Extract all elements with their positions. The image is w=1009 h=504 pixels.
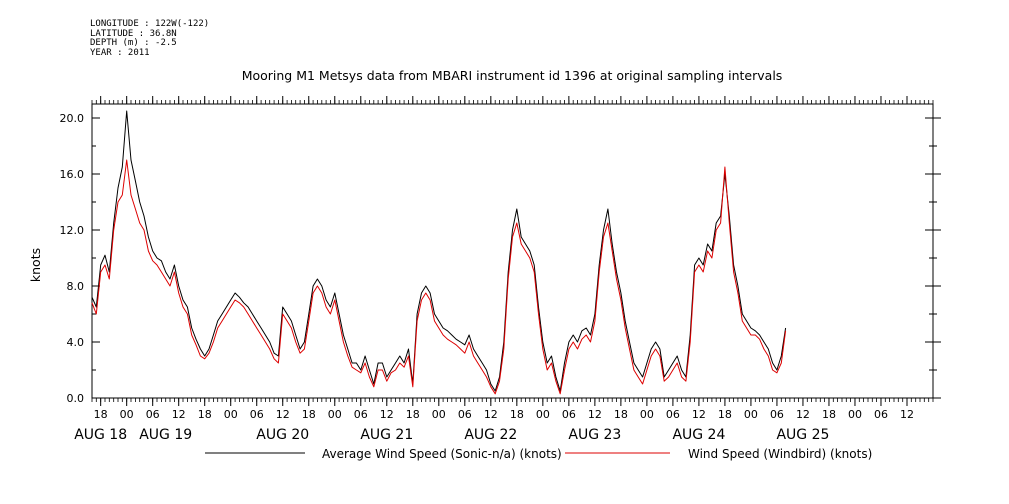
x-tick-label: 18: [406, 408, 420, 421]
x-day-label: AUG 25: [776, 427, 829, 443]
x-axis: 18 00 06 12 18 00 06 12 18 00 06 12 18 00 06 12 18 00 06 12…: [74, 96, 914, 443]
legend-label-2: Wind Speed (Windbird) (knots): [688, 447, 872, 461]
x-tick-label: 00: [640, 408, 654, 421]
y-axis-label: knots: [28, 248, 43, 282]
x-tick-label: 12: [276, 408, 290, 421]
x-tick-label: 18: [718, 408, 732, 421]
legend-label-1: Average Wind Speed (Sonic-n/a) (knots): [322, 447, 562, 461]
y-axis: 0.0 4.0 8.0 12.0 16.0 20.0: [60, 112, 941, 405]
x-tick-label: 18: [302, 408, 316, 421]
legend: Average Wind Speed (Sonic-n/a) (knots) Wi…: [205, 447, 872, 461]
hour-tick-marks: [91, 100, 934, 402]
x-tick-label: 00: [120, 408, 134, 421]
x-tick-label: 06: [770, 408, 784, 421]
minor-ticks: [91, 100, 934, 402]
latitude-text: LATITUDE : 36.8N: [90, 28, 177, 39]
x-tick-label: 12: [900, 408, 914, 421]
longitude-text: LONGITUDE : 122W(-122): [90, 19, 210, 29]
x-tick-label: 00: [744, 408, 758, 421]
x-tick-label: 06: [562, 408, 576, 421]
plot-frame: [91, 103, 934, 399]
x-tick-label: 06: [354, 408, 368, 421]
x-day-label: AUG 19: [139, 427, 192, 443]
x-tick-label: 00: [224, 408, 238, 421]
year-text: YEAR : 2011: [90, 47, 150, 58]
x-tick-label: 12: [172, 408, 186, 421]
x-tick-label: 12: [692, 408, 706, 421]
mooring-metadata: LONGITUDE : 122W(-122) LATITUDE : 36.8N …: [90, 19, 210, 58]
x-tick-label: 12: [484, 408, 498, 421]
chart-title: Mooring M1 Metsys data from MBARI instru…: [242, 68, 783, 83]
x-tick-label: 12: [380, 408, 394, 421]
x-day-label: AUG 18: [74, 427, 127, 443]
x-tick-label: 18: [614, 408, 628, 421]
series-layer: [91, 110, 787, 395]
x-day-label: AUG 22: [464, 427, 517, 443]
x-day-label: AUG 21: [360, 427, 413, 443]
x-tick-label: 12: [796, 408, 810, 421]
y-tick-label: 20.0: [60, 112, 85, 125]
x-tick-label: 00: [848, 408, 862, 421]
x-tick-label: 00: [328, 408, 342, 421]
x-tick-label: 18: [198, 408, 212, 421]
x-tick-label: 06: [874, 408, 888, 421]
x-tick-label: 00: [536, 408, 550, 421]
x-tick-label: 12: [588, 408, 602, 421]
y-tick-label: 16.0: [60, 168, 85, 181]
x-day-label: AUG 23: [568, 427, 621, 443]
x-tick-label: 00: [432, 408, 446, 421]
x-tick-label: 06: [458, 408, 472, 421]
x-tick-label: 18: [510, 408, 524, 421]
series-line-2: [91, 159, 787, 395]
x-day-label: AUG 24: [672, 427, 725, 443]
x-tick-label: 18: [822, 408, 836, 421]
y-tick-marks: [92, 117, 941, 399]
depth-text: DEPTH (m) : -2.5: [90, 38, 177, 48]
y-tick-label: 8.0: [67, 280, 85, 293]
y-tick-label: 4.0: [67, 336, 85, 349]
y-tick-label: 0.0: [67, 392, 85, 405]
x-tick-label: 06: [666, 408, 680, 421]
x-tick-label: 06: [146, 408, 160, 421]
x-day-label: AUG 20: [256, 427, 309, 443]
x-tick-label: 06: [250, 408, 264, 421]
x-tick-label: 18: [94, 408, 108, 421]
y-tick-label: 12.0: [60, 224, 85, 237]
series-line-1: [91, 110, 787, 392]
